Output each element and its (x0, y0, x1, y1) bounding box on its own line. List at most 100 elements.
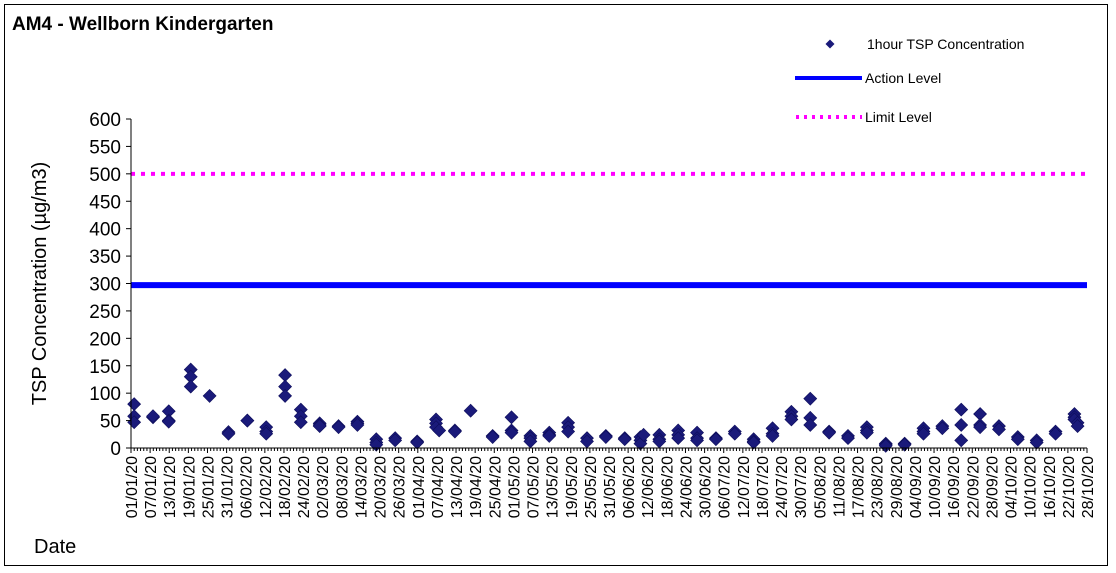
data-point (127, 415, 142, 430)
x-tick-label: 24/06/20 (678, 456, 695, 518)
data-point (432, 423, 447, 438)
data-point (822, 425, 837, 440)
x-tick-label: 13/05/20 (545, 456, 562, 518)
x-tick-label: 25/04/20 (487, 456, 504, 518)
x-tick-label: 04/10/20 (1004, 456, 1021, 518)
x-tick-label: 25/05/20 (583, 456, 600, 518)
data-point (784, 412, 799, 427)
data-point (293, 415, 308, 430)
data-point (259, 426, 274, 441)
legend-label-limit-level: Limit Level (865, 109, 932, 125)
data-point (202, 388, 217, 403)
x-tick-label: 19/04/20 (468, 456, 485, 518)
x-tick-label: 24/02/20 (296, 456, 313, 518)
x-axis-title: Date (34, 536, 76, 558)
x-tick-label: 07/05/20 (526, 456, 543, 518)
x-tick-label: 22/09/20 (965, 456, 982, 518)
x-tick-label: 12/06/20 (640, 456, 657, 518)
x-tick-label: 02/03/20 (315, 456, 332, 518)
data-point (746, 435, 761, 450)
x-tick-label: 10/09/20 (927, 456, 944, 518)
data-point (410, 435, 425, 450)
x-tick-label: 16/09/20 (946, 456, 963, 518)
x-tick-label: 06/02/20 (239, 456, 256, 518)
data-point (617, 432, 632, 447)
data-point (240, 413, 255, 428)
reference-lines (131, 171, 1087, 289)
data-point (127, 397, 142, 412)
x-tick-label: 22/10/20 (1061, 456, 1078, 518)
x-tick-label: 18/07/20 (755, 456, 772, 518)
x-tick-label: 01/01/20 (124, 456, 141, 518)
data-points (127, 362, 1085, 453)
y-tick-label: 150 (89, 357, 121, 378)
x-tick-label: 28/09/20 (984, 456, 1001, 518)
x-tick-label: 05/08/20 (812, 456, 829, 518)
x-tick-label: 01/04/20 (411, 456, 428, 518)
data-point (897, 437, 912, 452)
y-tick-label: 550 (89, 137, 121, 158)
data-point (598, 430, 613, 444)
y-tick-label: 300 (89, 275, 121, 296)
data-point (992, 422, 1006, 437)
x-tick-label: 20/03/20 (373, 456, 390, 518)
x-tick-label: 16/10/20 (1042, 456, 1059, 518)
data-point (1048, 426, 1063, 441)
data-point (221, 426, 236, 441)
data-point (690, 433, 704, 448)
data-point (841, 431, 855, 446)
x-tick-label: 11/08/20 (831, 456, 848, 517)
data-point (803, 391, 818, 406)
data-point (708, 432, 723, 447)
y-tick-label: 400 (89, 220, 121, 241)
y-tick-label: 50 (100, 412, 121, 433)
data-point (278, 368, 293, 382)
data-point (161, 414, 176, 429)
x-tick-label: 31/01/20 (220, 456, 237, 518)
x-tick-label: 18/02/20 (277, 456, 294, 518)
legend: 1hour TSP Concentration Action Level Limit… (795, 36, 1024, 125)
x-tick-label: 08/03/20 (334, 456, 351, 518)
legend-marker-tsp (825, 39, 835, 49)
data-point (278, 388, 293, 403)
data-point (312, 419, 327, 433)
data-point (935, 421, 950, 436)
x-tick-label: 18/06/20 (659, 456, 676, 518)
x-tick-label: 01/05/20 (506, 456, 523, 518)
x-tick-label: 14/03/20 (353, 456, 370, 518)
y-tick-label: 350 (89, 247, 121, 268)
x-tick-label: 30/07/20 (793, 456, 810, 518)
data-point (765, 429, 780, 443)
data-point (727, 426, 742, 441)
data-point (859, 425, 874, 440)
x-tick-label: 29/08/20 (889, 456, 906, 518)
x-tick-label: 17/08/20 (851, 456, 868, 518)
x-tick-label: 07/01/20 (143, 456, 160, 518)
data-point (388, 433, 403, 448)
y-tick-label: 500 (89, 165, 121, 186)
data-point (447, 424, 462, 439)
x-tick-label: 12/02/20 (258, 456, 275, 518)
data-point (954, 402, 969, 417)
data-point (146, 409, 160, 424)
x-tick-label: 04/09/20 (908, 456, 925, 518)
data-point (350, 418, 365, 432)
y-tick-label: 600 (89, 110, 121, 131)
x-tick-label: 13/04/20 (449, 456, 466, 518)
x-tick-label: 13/01/20 (162, 456, 179, 518)
data-point (331, 420, 346, 435)
x-tick-label: 31/05/20 (602, 456, 619, 518)
x-tick-label: 30/06/20 (698, 456, 715, 518)
chart-title: AM4 - Wellborn Kindergarten (12, 14, 274, 35)
data-point (1010, 432, 1025, 447)
data-point (1070, 419, 1085, 433)
x-tick-label: 06/06/20 (621, 456, 638, 518)
x-tick-label: 19/05/20 (564, 456, 581, 518)
data-point (636, 427, 651, 442)
y-axis-title: TSP Concentration (µg/m3) (29, 162, 51, 405)
data-point (183, 379, 198, 394)
data-point (973, 420, 988, 435)
x-tick-label: 12/07/20 (736, 456, 753, 518)
data-point (803, 418, 818, 432)
